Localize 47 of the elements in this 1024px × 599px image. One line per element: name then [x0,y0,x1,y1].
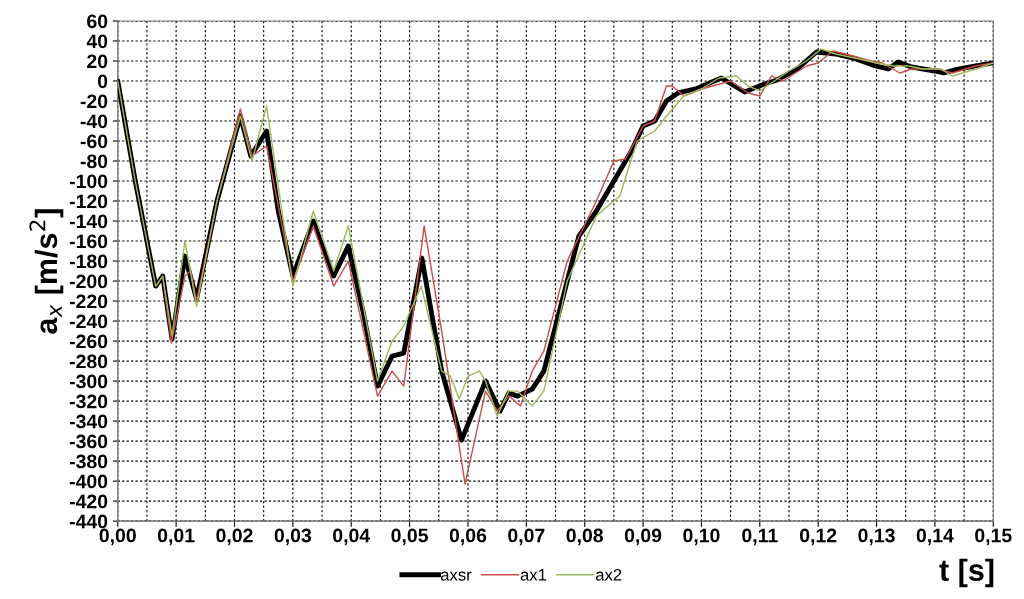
legend-label: ax1 [520,569,547,581]
y-axis-title: a$_{x}$ [m/s$^{2}$] [29,209,64,334]
y-tick-label: -180 [69,254,108,269]
y-tick-label: -200 [69,274,108,289]
y-tick-label: -120 [69,194,108,209]
y-tick-label: 40 [86,34,108,49]
x-tick-label: 0,09 [624,528,662,546]
x-tick-label: 0,11 [742,528,778,546]
y-tick-label: -380 [69,454,108,469]
y-tick-label: -340 [69,414,108,429]
y-tick-label: -160 [69,234,108,249]
x-tick-label: 0,02 [216,528,253,546]
y-tick-label: -80 [80,154,108,169]
y-tick-label: -420 [69,494,108,509]
legend-label: axsr [440,571,472,581]
y-tick-label: -400 [69,474,108,489]
x-tick-label: 0,14 [916,528,954,546]
x-tick-label: 0,07 [508,528,545,546]
y-tick-label: -40 [80,114,108,129]
y-tick-label: -260 [69,334,108,349]
x-tick-label: 0,08 [566,528,604,546]
x-tick-label: 0,04 [333,528,371,546]
y-tick-label: -300 [69,374,108,389]
y-tick-label: -360 [69,434,108,449]
x-tick-label: 0,03 [274,528,312,546]
x-tick-label: 0,00 [99,528,136,546]
x-tick-label: 0,13 [858,528,895,546]
y-tick-label: 0 [97,74,108,89]
y-tick-label: -280 [69,354,108,369]
x-axis-title: t [s] [939,558,994,588]
x-tick-label: 0,15 [975,528,1012,546]
y-tick-label: 60 [87,14,108,29]
y-tick-label: -100 [69,174,108,189]
y-tick-label: -140 [69,214,108,229]
y-tick-label: -320 [69,394,108,409]
y-tick-label: -240 [69,314,108,329]
x-tick-label: 0,01 [157,528,195,546]
x-tick-label: 0,05 [391,528,428,546]
y-tick-label: -220 [69,294,108,309]
y-tick-label: -20 [80,94,108,109]
legend-label: ax2 [595,568,622,581]
y-tick-label: 20 [87,54,108,69]
y-tick-label: -440 [69,514,108,529]
x-tick-label: 0,06 [449,528,487,546]
x-tick-label: 0,12 [800,528,837,546]
y-tick-label: -60 [80,134,108,149]
x-tick-label: 0,10 [683,528,720,546]
